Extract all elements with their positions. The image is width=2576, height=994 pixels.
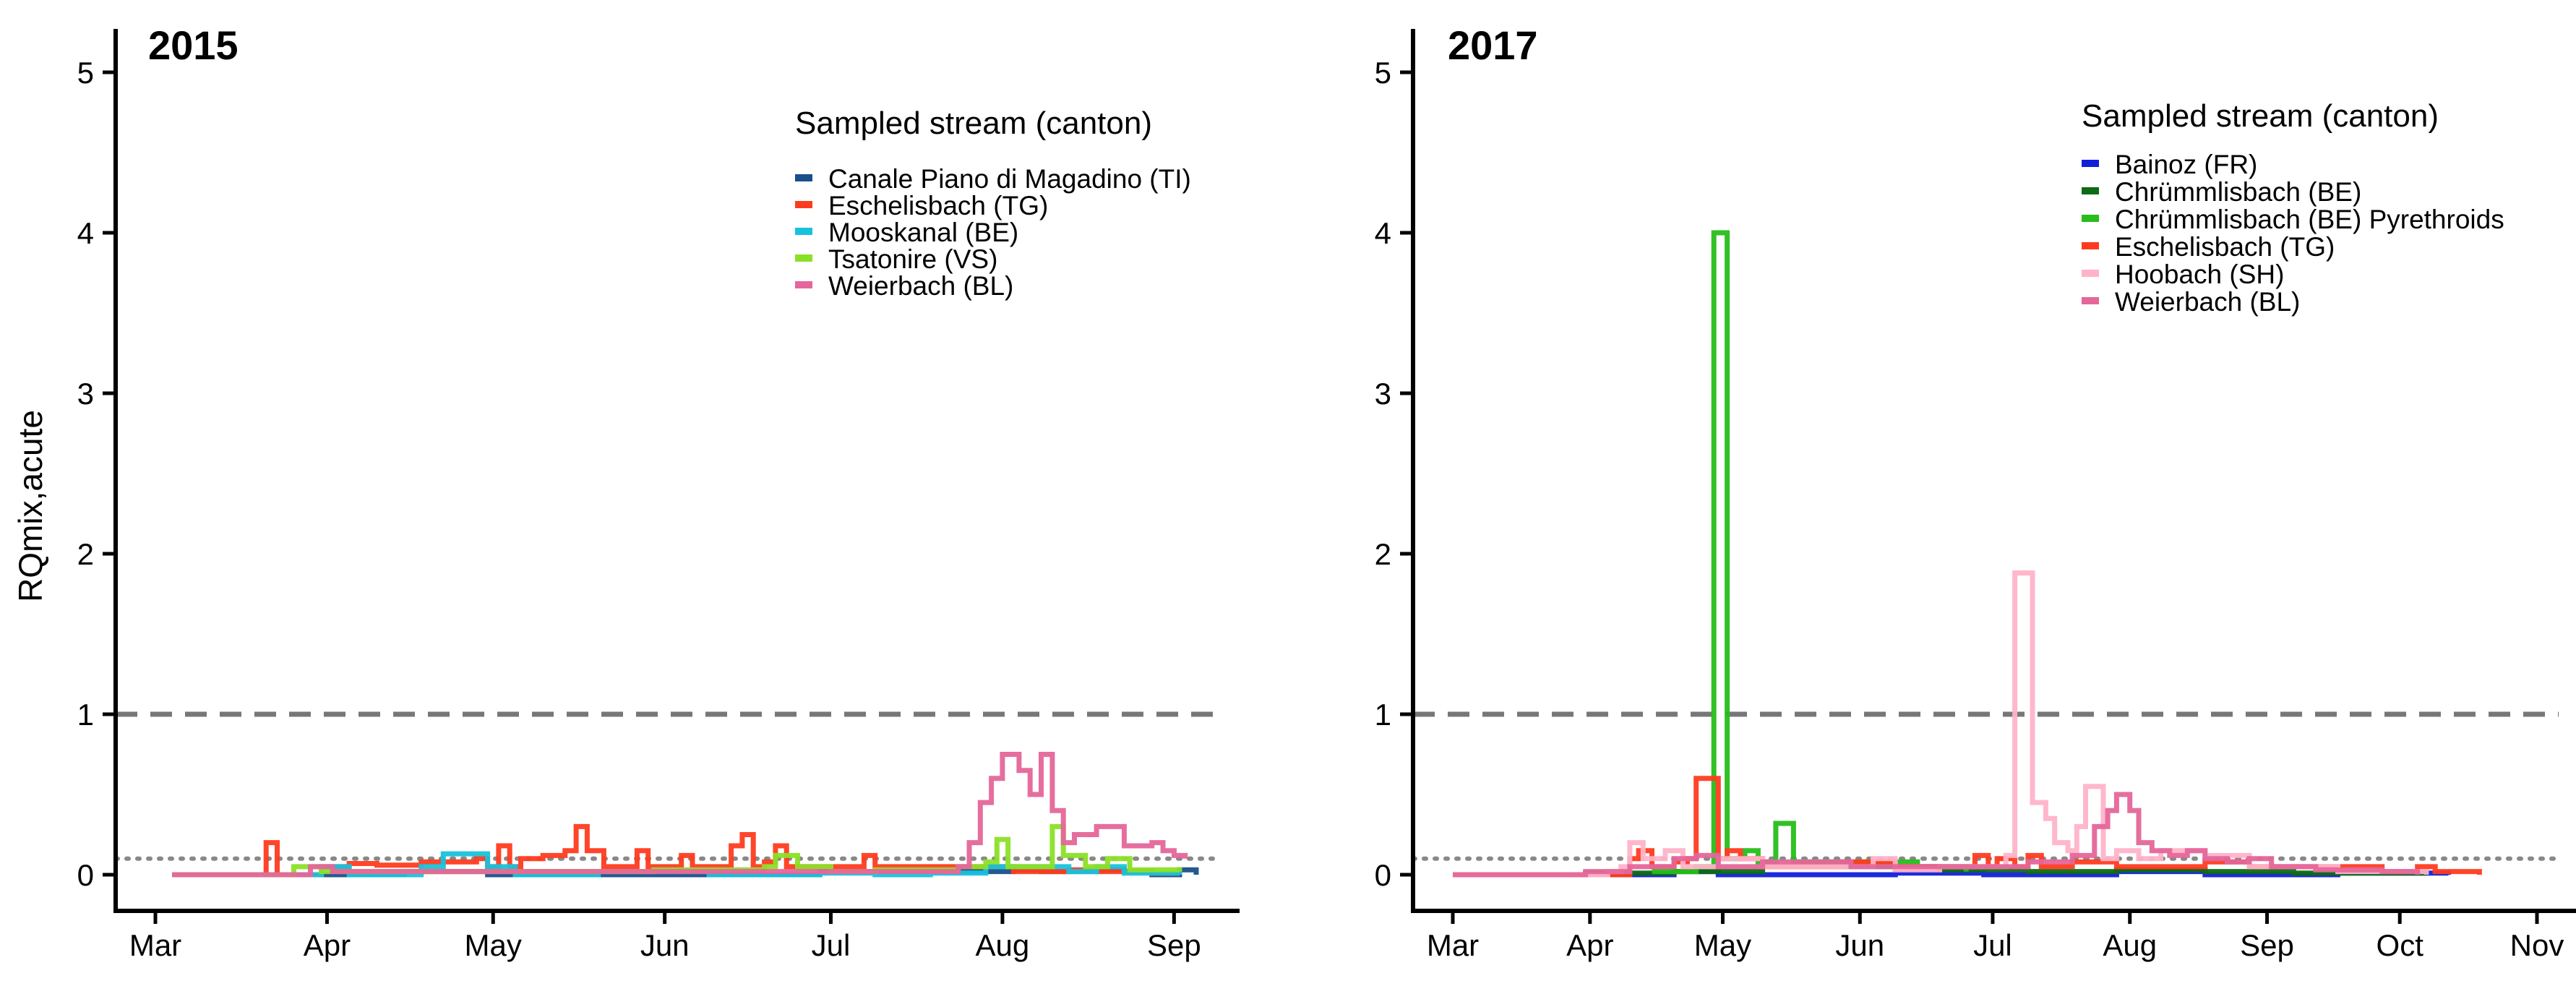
x-tick-label: May <box>1694 928 1751 962</box>
panel-title: 2017 <box>1448 22 1538 68</box>
y-tick-label: 5 <box>1375 56 1391 90</box>
x-tick-label: Sep <box>1147 928 1201 962</box>
series-line-weierbach-bl- <box>1453 792 2421 878</box>
legend-label: Weierbach (BL) <box>828 271 1013 301</box>
legend-swatch <box>795 228 812 235</box>
y-tick-label: 3 <box>77 377 94 411</box>
x-tick-label: Oct <box>2377 928 2424 962</box>
x-tick-label: Mar <box>129 928 181 962</box>
legend-swatch <box>795 201 812 208</box>
legend-label: Weierbach (BL) <box>2115 287 2300 317</box>
x-tick-label: Aug <box>2103 928 2157 962</box>
legend-swatch <box>795 281 812 288</box>
y-tick-label: 5 <box>77 56 94 90</box>
y-tick-label: 1 <box>1375 698 1391 732</box>
y-tick-label: 0 <box>1375 858 1391 892</box>
panel-2015: 0 1 2 3 4 5 Mar Apr May Jun Jul Aug Sep 2015 Sampled s… <box>77 22 1240 962</box>
y-axis-label: RQmix,acute <box>12 410 49 602</box>
x-tick-label: Jul <box>1973 928 2012 962</box>
legend-swatch <box>2082 242 2099 249</box>
legend-label: Canale Piano di Magadino (TI) <box>828 164 1191 194</box>
y-tick-label: 3 <box>1375 377 1391 411</box>
y-tick-label: 1 <box>77 698 94 732</box>
panel-2017: 0 1 2 3 4 5 Mar Apr May Jun Jul Aug Sep Oct Nov 2017 Sam… <box>1375 22 2576 962</box>
legend-label: Chrümmlisbach (BE) Pyrethroids <box>2115 205 2504 234</box>
x-tick-label: Jun <box>640 928 690 962</box>
legend-label: Chrümmlisbach (BE) <box>2115 177 2361 207</box>
y-tick-label: 2 <box>77 537 94 571</box>
x-tick-label: Apr <box>1566 928 1613 962</box>
legend-swatch <box>2082 187 2099 194</box>
legend-swatch <box>2082 215 2099 222</box>
legend-swatch <box>2082 270 2099 277</box>
legend-swatch <box>795 254 812 262</box>
legend-swatch <box>2082 160 2099 167</box>
series-line-weierbach-bl- <box>172 752 1188 878</box>
y-tick-label: 2 <box>1375 537 1391 571</box>
panel-title: 2015 <box>148 22 239 68</box>
legend-label: Bainoz (FR) <box>2115 150 2257 179</box>
legend-swatch <box>795 174 812 181</box>
y-tick-label: 0 <box>77 858 94 892</box>
legend-label: Tsatonire (VS) <box>828 244 997 274</box>
x-tick-label: Apr <box>304 928 351 962</box>
legend-label: Hoobach (SH) <box>2115 260 2284 289</box>
x-tick-label: May <box>465 928 522 962</box>
x-tick-label: Nov <box>2510 928 2564 962</box>
x-tick-label: Aug <box>976 928 1030 962</box>
y-tick-label: 4 <box>1375 216 1391 250</box>
legend-title: Sampled stream (canton) <box>795 106 1152 141</box>
legend: Sampled stream (canton) Canale Piano di M… <box>795 106 1191 301</box>
legend-title: Sampled stream (canton) <box>2082 98 2439 134</box>
legend: Sampled stream (canton)Bainoz (FR)Chrümm… <box>2082 98 2504 317</box>
x-tick-label: Jun <box>1835 928 1884 962</box>
x-tick-label: Sep <box>2240 928 2294 962</box>
y-tick-label: 4 <box>77 216 94 250</box>
x-tick-label: Jul <box>812 928 851 962</box>
series-line-eschelisbach-tg- <box>172 823 1182 878</box>
x-tick-label: Mar <box>1427 928 1479 962</box>
legend-label: Eschelisbach (TG) <box>828 191 1048 220</box>
legend-label: Eschelisbach (TG) <box>2115 232 2335 262</box>
legend-swatch <box>2082 297 2099 304</box>
legend-label: Mooskanal (BE) <box>828 218 1018 247</box>
